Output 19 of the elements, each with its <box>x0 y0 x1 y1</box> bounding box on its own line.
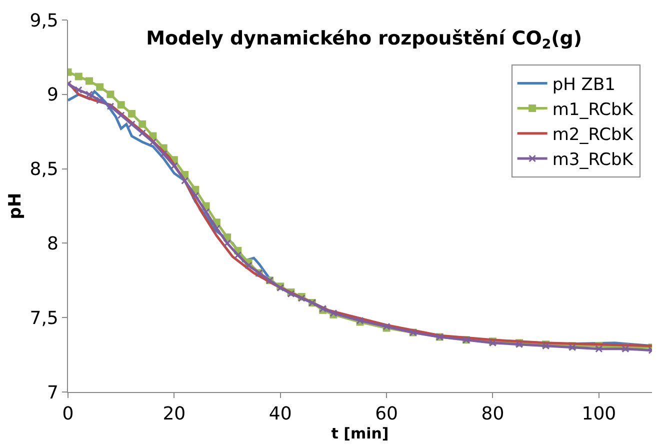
legend-label: m3_RCbK <box>552 150 634 170</box>
y-tick-label: 9 <box>46 84 58 106</box>
legend-label: m1_RCbK <box>552 100 634 120</box>
x-tick-label: 100 <box>582 404 616 425</box>
y-tick-label: 8 <box>46 234 58 254</box>
x-tick-label: 20 <box>162 404 186 425</box>
y-tick-label: 9,5 <box>30 10 58 32</box>
y-tick-label: 7 <box>46 382 58 404</box>
legend-label: pH ZB1 <box>552 74 616 95</box>
x-tick-label: 60 <box>375 404 398 425</box>
y-axis-title: pH <box>5 192 26 220</box>
x-axis-title: t [min] <box>331 424 389 443</box>
x-tick-label: 0 <box>62 404 74 425</box>
y-tick-label: 7,5 <box>30 308 58 329</box>
y-tick-label: 8,5 <box>30 159 58 180</box>
x-tick-label: 40 <box>268 404 292 425</box>
x-tick-label: 80 <box>481 404 504 425</box>
text: Modely dynamického rozpouštění CO$_{2}$(g) <box>146 27 582 52</box>
legend-label: m2_RCbK <box>552 125 634 146</box>
